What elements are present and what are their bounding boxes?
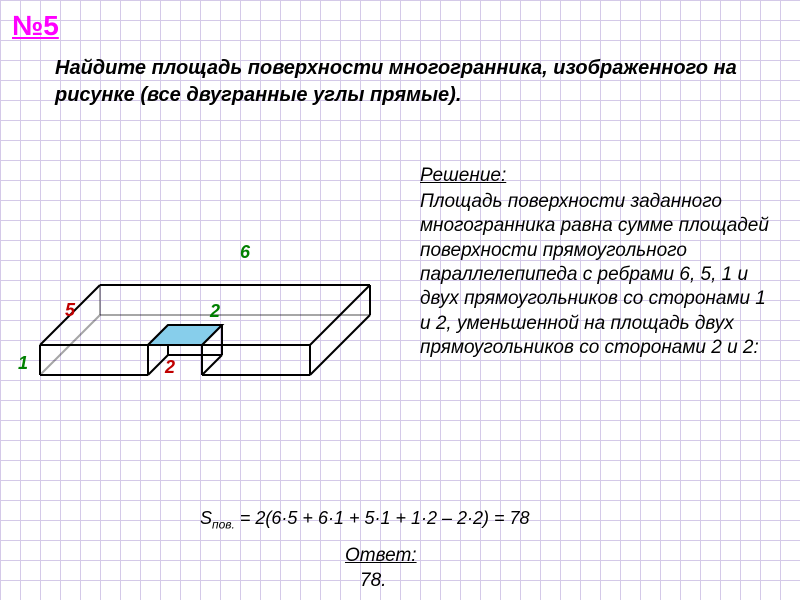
polyhedron-diagram: 6 5 2 2 1 [10, 195, 410, 455]
dim-depth: 6 [240, 242, 250, 263]
solution-body: Площадь поверхности заданного многогранн… [420, 190, 780, 360]
formula-expr: = 2(6·5 + 6·1 + 5·1 + 1·2 – 2·2) = 78 [235, 508, 530, 528]
problem-statement: Найдите площадь поверхности многогранник… [55, 55, 745, 109]
dim-notch-width: 2 [165, 357, 175, 378]
page-number: №5 [12, 10, 59, 42]
answer-value: 78. [360, 570, 386, 592]
dim-width: 5 [65, 300, 75, 321]
dim-notch-depth: 2 [210, 301, 220, 322]
formula-subscript: пов. [212, 518, 235, 532]
solution-heading: Решение: [420, 165, 506, 187]
formula-prefix: S [200, 508, 212, 528]
formula: Sпов. = 2(6·5 + 6·1 + 5·1 + 1·2 – 2·2) =… [200, 508, 530, 532]
answer-heading: Ответ: [345, 545, 417, 567]
dim-height: 1 [18, 353, 28, 374]
